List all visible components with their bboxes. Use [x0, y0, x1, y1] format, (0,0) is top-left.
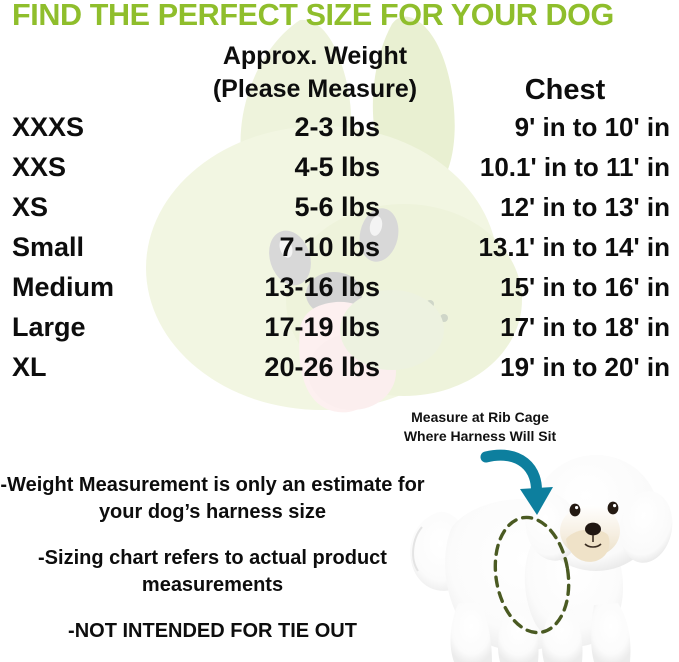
cell-weight: 4-5 lbs	[294, 152, 380, 182]
column-header-chest: Chest	[524, 74, 606, 106]
table-row: Small 7-10 lbs 13.1' in to 14' in	[0, 228, 679, 268]
cell-weight: 20-26 lbs	[264, 352, 380, 382]
cell-size: Small	[12, 232, 85, 262]
note-item: -Weight Measurement is only an estimate …	[0, 474, 425, 523]
table-row: XXS 4-5 lbs 10.1' in to 11' in	[0, 148, 679, 188]
dog-photo	[410, 449, 673, 662]
column-header-weight: Approx. Weight (Please Measure)	[175, 40, 455, 106]
table-row: XL 20-26 lbs 19' in to 20' in	[0, 348, 679, 388]
size-table: XXXS 2-3 lbs 9' in to 10' in XXS 4-5 lbs…	[0, 108, 679, 388]
table-row: Medium 13-16 lbs 15' in to 16' in	[0, 268, 679, 308]
measure-note-line2: Where Harness Will Sit	[403, 428, 557, 444]
measure-note-line1: Measure at Rib Cage	[411, 409, 549, 425]
cell-chest: 17' in to 18' in	[500, 312, 670, 342]
cell-size: XS	[12, 192, 49, 222]
cell-chest: 9' in to 10' in	[514, 112, 670, 142]
cell-chest: 13.1' in to 14' in	[478, 232, 670, 262]
notes-list: -Weight Measurement is only an estimate …	[0, 472, 425, 645]
weight-header-line2: (Please Measure)	[212, 75, 418, 103]
cell-weight: 2-3 lbs	[294, 112, 380, 142]
cell-weight: 5-6 lbs	[294, 192, 380, 222]
cell-weight: 7-10 lbs	[279, 232, 380, 262]
note-item: -Sizing chart refers to actual product m…	[38, 547, 387, 596]
dashed-measure-ellipse	[493, 515, 571, 635]
curved-arrow-icon	[480, 449, 553, 515]
cell-size: XXXS	[12, 112, 85, 142]
table-row: XS 5-6 lbs 12' in to 13' in	[0, 188, 679, 228]
table-row: XXXS 2-3 lbs 9' in to 10' in	[0, 108, 679, 148]
cell-weight: 13-16 lbs	[264, 272, 380, 302]
cell-chest: 15' in to 16' in	[500, 272, 670, 302]
weight-header-line1: Approx. Weight	[222, 42, 408, 70]
cell-chest: 10.1' in to 11' in	[479, 152, 670, 182]
cell-size: Medium	[12, 272, 115, 302]
cell-chest: 12' in to 13' in	[500, 192, 670, 222]
page-title: FIND THE PERFECT SIZE FOR YOUR DOG	[12, 0, 614, 32]
cell-weight: 17-19 lbs	[264, 312, 380, 342]
cell-chest: 19' in to 20' in	[500, 352, 670, 382]
table-row: Large 17-19 lbs 17' in to 18' in	[0, 308, 679, 348]
cell-size: Large	[12, 312, 86, 342]
cell-size: XXS	[12, 152, 67, 182]
measure-annotation: Measure at Rib Cage Where Harness Will S…	[380, 408, 580, 446]
note-item: -NOT INTENDED FOR TIE OUT	[68, 620, 357, 642]
cell-size: XL	[12, 352, 47, 382]
